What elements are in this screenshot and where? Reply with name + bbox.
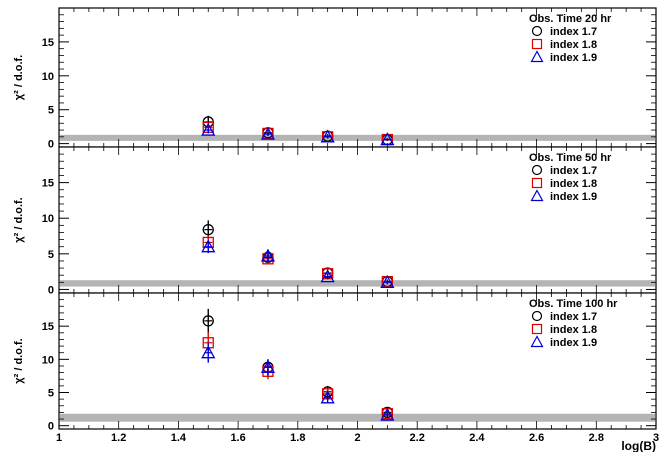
data-series [201, 239, 395, 288]
reference-band [60, 413, 655, 422]
y-tick-label: 0 [48, 421, 54, 433]
data-point [201, 239, 216, 253]
y-tick-label: 10 [42, 354, 54, 366]
reference-band [60, 134, 655, 141]
x-tick-label: 2.2 [410, 432, 425, 444]
plot-area [59, 293, 656, 429]
y-tick-label: 15 [42, 37, 54, 49]
legend-label: index 1.9 [550, 52, 597, 64]
legend-label: index 1.9 [550, 337, 597, 349]
data-series [201, 122, 395, 146]
y-tick-label: 5 [48, 249, 54, 261]
legend-marker [530, 189, 544, 202]
y-tick-label: 5 [48, 105, 54, 117]
data-point [201, 122, 216, 136]
legend-marker [531, 38, 543, 50]
data-point [320, 129, 335, 143]
legend-marker [530, 335, 544, 348]
x-tick-label: 1.6 [230, 432, 245, 444]
x-axis-title: log(B) [621, 439, 656, 452]
y-axis-title: χ² / d.o.f. [13, 55, 25, 100]
legend-label: index 1.7 [550, 26, 597, 38]
x-tick-label: 1 [56, 432, 62, 444]
x-tick-label: 3 [653, 432, 659, 444]
y-tick-label: 10 [42, 71, 54, 83]
data-point [320, 269, 335, 283]
data-point [202, 223, 214, 236]
plot-area [59, 147, 656, 293]
data-point [202, 315, 214, 327]
data-point [320, 390, 335, 404]
data-point [260, 126, 276, 140]
legend-label: index 1.8 [550, 39, 597, 51]
data-point [380, 132, 395, 146]
x-tick-label: 1.4 [171, 432, 187, 444]
y-tick-label: 0 [48, 284, 54, 296]
legend-title: Obs. Time 20 hr [529, 13, 612, 25]
legend-marker [531, 25, 543, 37]
legend-marker [530, 50, 544, 63]
legend-label: index 1.8 [550, 324, 597, 336]
y-tick-label: 10 [42, 213, 54, 225]
legend-marker [531, 177, 543, 189]
data-series [201, 342, 395, 421]
reference-band [60, 280, 655, 287]
legend-title: Obs. Time 100 hr [529, 298, 618, 310]
legend-marker [531, 310, 543, 322]
x-tick-label: 2.6 [529, 432, 544, 444]
legend-label: index 1.7 [550, 311, 597, 323]
legend-label: index 1.9 [550, 191, 597, 203]
data-point [201, 345, 216, 359]
y-tick-label: 15 [42, 178, 54, 190]
y-axis-title: χ² / d.o.f. [13, 338, 25, 383]
y-tick-label: 0 [48, 139, 54, 151]
x-tick-label: 1.8 [290, 432, 305, 444]
legend-marker [531, 323, 543, 335]
data-point [260, 248, 276, 262]
x-tick-label: 2 [354, 432, 360, 444]
legend-label: index 1.7 [550, 165, 597, 177]
legend-label: index 1.8 [550, 178, 597, 190]
data-point [380, 407, 395, 421]
y-tick-label: 5 [48, 388, 54, 400]
y-tick-label: 15 [42, 321, 54, 333]
x-tick-label: 2.4 [469, 432, 485, 444]
x-tick-label: 2.8 [589, 432, 604, 444]
legend-title: Obs. Time 50 hr [529, 152, 612, 164]
data-point [380, 274, 395, 288]
x-tick-label: 1.2 [111, 432, 126, 444]
y-axis-title: χ² / d.o.f. [13, 197, 25, 242]
plot-area [59, 8, 656, 147]
data-point [260, 359, 276, 373]
chart-panel: 0 5 10 15 1 1.2 1.4 1.6 1.8 2 2.2 2.4 2.6 2.8 3 χ² / d.… [13, 292, 659, 444]
legend-marker [531, 164, 543, 176]
